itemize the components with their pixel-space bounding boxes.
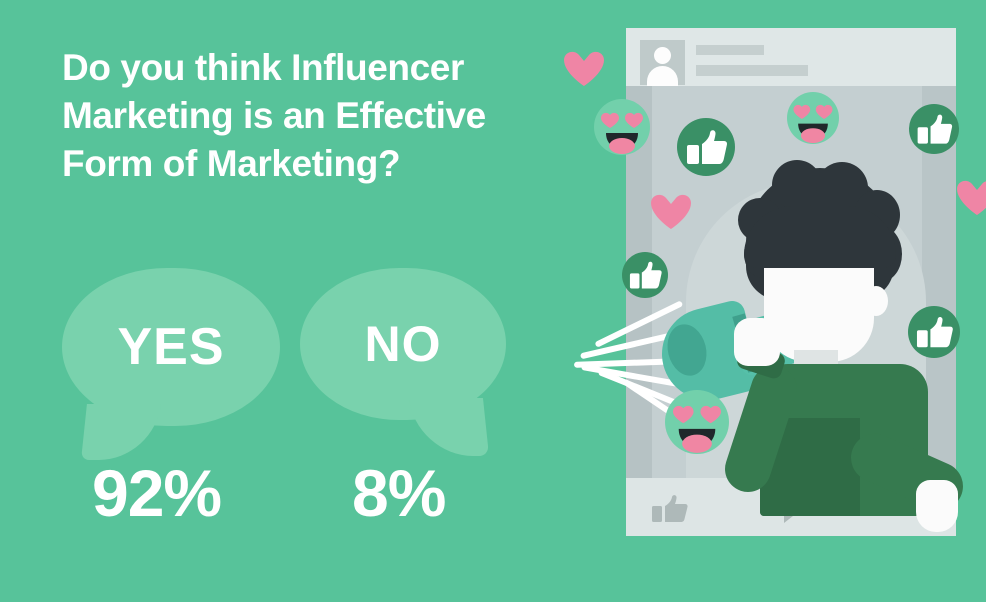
user-avatar-icon (640, 40, 685, 86)
social-post-illustration (564, 0, 986, 602)
person-ear (864, 286, 888, 316)
poll-option-no-bubble: NO (300, 268, 506, 456)
person-lower-hand (916, 480, 958, 532)
poll-option-no-label: NO (364, 316, 442, 372)
heart-eyes-emoji (665, 390, 729, 454)
person-hand-holding-megaphone (734, 318, 780, 366)
thumbs-up-badge-icon (909, 104, 959, 154)
heart-icon (649, 190, 693, 230)
poll-percent-yes: 92% (92, 456, 222, 530)
thumbs-up-badge-icon (908, 306, 960, 358)
headline-line-2: Marketing is an Effective (62, 95, 486, 136)
poll-option-yes-bubble: YES (62, 268, 280, 460)
heart-eyes-emoji (787, 92, 839, 144)
thumbs-up-icon[interactable] (652, 494, 688, 524)
heart-eyes-emoji (594, 99, 650, 155)
headline-line-3: Form of Marketing? (62, 143, 401, 184)
person-illustration (719, 160, 971, 558)
thumbs-up-badge-icon (677, 118, 735, 176)
person-hair-puff (772, 160, 822, 210)
avatar-head-shape (654, 47, 671, 64)
avatar-body-shape (647, 66, 678, 86)
post-author-placeholder-bar (696, 45, 764, 55)
poll-percent-no: 8% (352, 456, 446, 530)
person-hair-front (744, 206, 896, 268)
post-text-placeholder-bar (696, 65, 808, 76)
heart-icon (955, 176, 986, 216)
page-title: Do you think Influencer Marketing is an … (62, 44, 552, 188)
poll-option-yes-label: YES (117, 318, 225, 376)
heart-icon (562, 47, 606, 87)
post-card-header (626, 28, 956, 86)
headline-line-1: Do you think Influencer (62, 47, 464, 88)
thumbs-up-badge-icon (622, 252, 668, 298)
